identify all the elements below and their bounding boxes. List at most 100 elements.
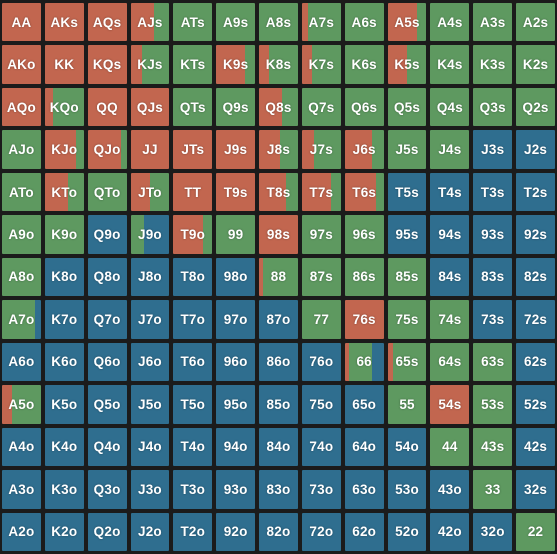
hand-cell-K8s[interactable]: K8s bbox=[259, 45, 298, 84]
hand-cell-AA[interactable]: AA bbox=[2, 3, 41, 42]
hand-cell-J5o[interactable]: J5o bbox=[130, 385, 170, 424]
hand-cell-Q5s[interactable]: Q5s bbox=[387, 87, 427, 127]
hand-cell-54s[interactable]: 54s bbox=[430, 385, 470, 424]
hand-cell-42o[interactable]: 42o bbox=[430, 512, 470, 551]
hand-cell-ATs[interactable]: ATs bbox=[173, 3, 213, 42]
hand-cell-94s[interactable]: 94s bbox=[430, 215, 470, 254]
hand-cell-63s[interactable]: 63s bbox=[473, 342, 513, 382]
hand-cell-85s[interactable]: 85s bbox=[387, 257, 427, 297]
hand-cell-K4s[interactable]: K4s bbox=[430, 45, 470, 84]
hand-cell-83s[interactable]: 83s bbox=[473, 257, 513, 297]
hand-cell-53o[interactable]: 53o bbox=[387, 470, 427, 509]
hand-cell-KTs[interactable]: KTs bbox=[173, 45, 213, 84]
hand-cell-43s[interactable]: 43s bbox=[473, 427, 513, 467]
hand-cell-AKo[interactable]: AKo bbox=[2, 45, 41, 84]
hand-cell-52s[interactable]: 52s bbox=[516, 385, 555, 424]
hand-cell-Q7s[interactable]: Q7s bbox=[301, 87, 341, 127]
hand-cell-T5s[interactable]: T5s bbox=[387, 172, 427, 212]
hand-cell-75s[interactable]: 75s bbox=[387, 300, 427, 339]
hand-cell-74o[interactable]: 74o bbox=[301, 427, 341, 467]
hand-cell-65o[interactable]: 65o bbox=[344, 385, 384, 424]
hand-cell-A5s[interactable]: A5s bbox=[387, 3, 427, 42]
hand-cell-K5s[interactable]: K5s bbox=[387, 45, 427, 84]
hand-cell-J7o[interactable]: J7o bbox=[130, 300, 170, 339]
hand-cell-86s[interactable]: 86s bbox=[344, 257, 384, 297]
hand-cell-75o[interactable]: 75o bbox=[301, 385, 341, 424]
hand-cell-Q2s[interactable]: Q2s bbox=[516, 87, 555, 127]
hand-cell-A2o[interactable]: A2o bbox=[2, 512, 41, 551]
hand-cell-Q5o[interactable]: Q5o bbox=[87, 385, 127, 424]
hand-cell-T3s[interactable]: T3s bbox=[473, 172, 513, 212]
hand-cell-KJs[interactable]: KJs bbox=[130, 45, 170, 84]
hand-cell-A7o[interactable]: A7o bbox=[2, 300, 41, 339]
hand-cell-A7s[interactable]: A7s bbox=[301, 3, 341, 42]
hand-cell-32o[interactable]: 32o bbox=[473, 512, 513, 551]
hand-cell-Q2o[interactable]: Q2o bbox=[87, 512, 127, 551]
hand-cell-J8s[interactable]: J8s bbox=[259, 130, 298, 169]
hand-cell-Q3o[interactable]: Q3o bbox=[87, 470, 127, 509]
hand-cell-J8o[interactable]: J8o bbox=[130, 257, 170, 297]
hand-cell-QJs[interactable]: QJs bbox=[130, 87, 170, 127]
hand-cell-T7o[interactable]: T7o bbox=[173, 300, 213, 339]
hand-cell-K2s[interactable]: K2s bbox=[516, 45, 555, 84]
hand-cell-98s[interactable]: 98s bbox=[259, 215, 298, 254]
hand-cell-T2s[interactable]: T2s bbox=[516, 172, 555, 212]
hand-cell-87o[interactable]: 87o bbox=[259, 300, 298, 339]
hand-cell-93o[interactable]: 93o bbox=[216, 470, 256, 509]
hand-cell-K7s[interactable]: K7s bbox=[301, 45, 341, 84]
hand-cell-95o[interactable]: 95o bbox=[216, 385, 256, 424]
hand-cell-64s[interactable]: 64s bbox=[430, 342, 470, 382]
hand-cell-ATo[interactable]: ATo bbox=[2, 172, 41, 212]
hand-cell-A8o[interactable]: A8o bbox=[2, 257, 41, 297]
hand-cell-62s[interactable]: 62s bbox=[516, 342, 555, 382]
hand-cell-65s[interactable]: 65s bbox=[387, 342, 427, 382]
hand-cell-JJ[interactable]: JJ bbox=[130, 130, 170, 169]
hand-cell-KQo[interactable]: KQo bbox=[44, 87, 84, 127]
hand-cell-K6o[interactable]: K6o bbox=[44, 342, 84, 382]
hand-cell-Q8s[interactable]: Q8s bbox=[259, 87, 298, 127]
hand-cell-K9s[interactable]: K9s bbox=[216, 45, 256, 84]
hand-cell-Q8o[interactable]: Q8o bbox=[87, 257, 127, 297]
hand-cell-A6s[interactable]: A6s bbox=[344, 3, 384, 42]
hand-cell-Q9o[interactable]: Q9o bbox=[87, 215, 127, 254]
hand-cell-77[interactable]: 77 bbox=[301, 300, 341, 339]
hand-cell-84s[interactable]: 84s bbox=[430, 257, 470, 297]
hand-cell-72o[interactable]: 72o bbox=[301, 512, 341, 551]
hand-cell-55[interactable]: 55 bbox=[387, 385, 427, 424]
hand-cell-62o[interactable]: 62o bbox=[344, 512, 384, 551]
hand-cell-QQ[interactable]: QQ bbox=[87, 87, 127, 127]
hand-cell-J9o[interactable]: J9o bbox=[130, 215, 170, 254]
hand-cell-88[interactable]: 88 bbox=[259, 257, 298, 297]
hand-cell-KTo[interactable]: KTo bbox=[44, 172, 84, 212]
hand-cell-T4s[interactable]: T4s bbox=[430, 172, 470, 212]
hand-cell-54o[interactable]: 54o bbox=[387, 427, 427, 467]
hand-cell-QTs[interactable]: QTs bbox=[173, 87, 213, 127]
hand-cell-95s[interactable]: 95s bbox=[387, 215, 427, 254]
hand-cell-66[interactable]: 66 bbox=[344, 342, 384, 382]
hand-cell-T9s[interactable]: T9s bbox=[216, 172, 256, 212]
hand-cell-K4o[interactable]: K4o bbox=[44, 427, 84, 467]
hand-cell-T6s[interactable]: T6s bbox=[344, 172, 384, 212]
hand-cell-74s[interactable]: 74s bbox=[430, 300, 470, 339]
hand-cell-QJo[interactable]: QJo bbox=[87, 130, 127, 169]
hand-cell-64o[interactable]: 64o bbox=[344, 427, 384, 467]
hand-cell-97o[interactable]: 97o bbox=[216, 300, 256, 339]
hand-cell-87s[interactable]: 87s bbox=[301, 257, 341, 297]
hand-cell-93s[interactable]: 93s bbox=[473, 215, 513, 254]
hand-cell-97s[interactable]: 97s bbox=[301, 215, 341, 254]
hand-cell-82s[interactable]: 82s bbox=[516, 257, 555, 297]
hand-cell-T8o[interactable]: T8o bbox=[173, 257, 213, 297]
hand-cell-32s[interactable]: 32s bbox=[516, 470, 555, 509]
hand-cell-J3o[interactable]: J3o bbox=[130, 470, 170, 509]
hand-cell-J6o[interactable]: J6o bbox=[130, 342, 170, 382]
hand-cell-J4o[interactable]: J4o bbox=[130, 427, 170, 467]
hand-cell-A4s[interactable]: A4s bbox=[430, 3, 470, 42]
hand-cell-T9o[interactable]: T9o bbox=[173, 215, 213, 254]
hand-cell-A4o[interactable]: A4o bbox=[2, 427, 41, 467]
hand-cell-J2o[interactable]: J2o bbox=[130, 512, 170, 551]
hand-cell-AJo[interactable]: AJo bbox=[2, 130, 41, 169]
hand-cell-JTo[interactable]: JTo bbox=[130, 172, 170, 212]
hand-cell-Q6o[interactable]: Q6o bbox=[87, 342, 127, 382]
hand-cell-98o[interactable]: 98o bbox=[216, 257, 256, 297]
hand-cell-44[interactable]: 44 bbox=[430, 427, 470, 467]
